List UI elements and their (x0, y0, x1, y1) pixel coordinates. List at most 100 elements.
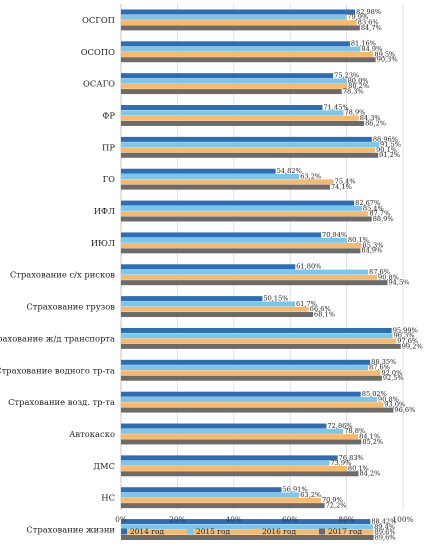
data-label: 88,42% (371, 517, 396, 525)
data-label: 61,80% (296, 263, 321, 271)
category-label: ИЮЛ (91, 238, 115, 248)
data-label: 80,1% (348, 464, 369, 472)
data-label: 87,6% (369, 268, 390, 276)
data-label: 80,1% (348, 236, 369, 244)
bar (121, 301, 295, 307)
category-label: Страхование возд. тр-та (8, 397, 115, 407)
legend-swatch (253, 528, 259, 535)
legend-label: 2016 год (262, 527, 296, 536)
data-label: 84,3% (360, 114, 381, 122)
bar (121, 280, 388, 286)
category-label: ПР (102, 142, 115, 152)
category-labels: ОСГОП ОСОПО ОСАГО ФР ПР ГО ИФЛ ИЮЛ Страхование с… (0, 15, 115, 535)
legend-swatch (319, 528, 325, 535)
data-label: 96,3% (394, 332, 415, 340)
bar (121, 333, 393, 339)
bar (121, 455, 338, 461)
category-label: Страхование с/х рисков (10, 270, 115, 280)
data-label: 54,82% (277, 167, 302, 175)
bar (121, 359, 371, 365)
data-label: 81,16% (351, 40, 376, 48)
data-label: 85,4% (363, 204, 384, 212)
bar (121, 142, 380, 148)
bar (121, 306, 309, 312)
bar (121, 211, 369, 217)
data-label: 91,5% (380, 141, 401, 149)
bar (121, 338, 397, 344)
data-label: 88,96% (373, 135, 398, 143)
data-label: 84,9% (361, 45, 382, 53)
bar (121, 78, 347, 84)
bar (121, 423, 327, 429)
data-label: 90,8% (378, 273, 399, 281)
data-label: 90,1% (376, 146, 397, 154)
data-label: 63,2% (300, 172, 321, 180)
bar (121, 370, 381, 376)
data-label: 93,0% (384, 401, 405, 409)
category-label: Страхование жизни (26, 525, 115, 535)
bar (121, 232, 322, 238)
bar (121, 497, 321, 503)
x-tick-label: 60% (282, 515, 298, 524)
bar (121, 327, 392, 333)
category-label: ОСГОП (82, 15, 115, 25)
data-label: 56,91% (282, 486, 307, 494)
bar (121, 428, 344, 434)
bar (121, 83, 348, 89)
data-label: 87,7% (369, 210, 390, 218)
data-label: 71,45% (323, 103, 348, 111)
data-label: 87,6% (369, 364, 390, 372)
data-label: 97,6% (397, 337, 418, 345)
data-label: 61,7% (296, 300, 317, 308)
data-label: 85,02% (362, 390, 387, 398)
bar (121, 465, 347, 471)
data-label: 70,94% (322, 231, 347, 239)
category-label: НС (101, 493, 115, 503)
data-label: 72,86% (327, 422, 352, 430)
data-label: 85,3% (363, 241, 384, 249)
bar (121, 105, 323, 111)
data-label: 63,2% (300, 491, 321, 499)
data-label: 68,1% (314, 310, 335, 318)
bar (121, 529, 374, 535)
bar (121, 391, 361, 397)
bar (121, 120, 365, 126)
bar (121, 434, 359, 440)
legend-label: 2014 год (130, 527, 164, 536)
data-label: 78,3% (343, 87, 364, 95)
bar (121, 14, 347, 20)
bar (121, 524, 374, 530)
data-label: 90,3% (377, 56, 398, 64)
bar (121, 439, 362, 445)
bar (121, 184, 330, 190)
data-label: 75,4% (335, 178, 356, 186)
bar (121, 375, 382, 381)
data-label: 79,9% (347, 13, 368, 21)
data-label: 70,9% (322, 496, 343, 504)
x-tick-label: 0% (115, 515, 127, 524)
data-label: 78,8% (344, 427, 365, 435)
data-label: 89,4% (374, 523, 395, 531)
bar (121, 152, 379, 158)
bar (121, 110, 344, 116)
x-tick-label: 40% (226, 515, 242, 524)
data-label: 89,6% (375, 533, 396, 541)
data-label: 82,98% (356, 8, 381, 16)
data-label: 73,9% (330, 459, 351, 467)
category-label: Страхование грузов (26, 302, 115, 312)
bars (121, 9, 401, 540)
category-label: ОСАГО (83, 79, 115, 89)
data-label: 66,6% (310, 305, 331, 313)
data-label: 50,15% (263, 295, 288, 303)
category-label: ИФЛ (94, 206, 115, 216)
data-label: 99,2% (402, 342, 423, 350)
bar (121, 264, 296, 270)
data-label: 75,23% (334, 72, 359, 80)
category-label: Автокаско (69, 429, 115, 439)
category-label: ОСОПО (81, 47, 115, 57)
bar (121, 471, 359, 477)
bar (121, 407, 394, 413)
data-label: 88,35% (371, 358, 396, 366)
data-label: 94,5% (388, 279, 409, 287)
bar (121, 312, 314, 318)
